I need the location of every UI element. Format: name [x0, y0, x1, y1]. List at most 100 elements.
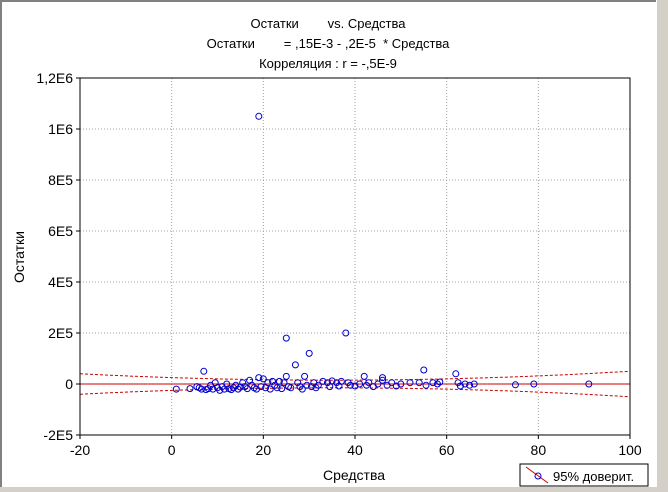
- data-point: [275, 377, 283, 385]
- data-point: [337, 377, 345, 385]
- x-tick-label: 0: [168, 442, 176, 458]
- data-point: [308, 383, 315, 391]
- data-point: [266, 385, 274, 393]
- data-point: [227, 386, 235, 394]
- data-point: [397, 380, 405, 388]
- y-tick-label: 2E5: [48, 325, 73, 341]
- data-point: [466, 381, 474, 389]
- data-point: [291, 361, 299, 369]
- data-point: [434, 380, 441, 388]
- title-line-1: Остатки vs. Средства: [251, 16, 407, 31]
- chart-titles: Остатки vs. Средства Остатки = ,15E-3 - …: [207, 16, 451, 71]
- data-point: [585, 380, 593, 388]
- data-point: [264, 379, 272, 387]
- data-point: [287, 384, 295, 392]
- legend: 95% доверит.: [519, 463, 649, 487]
- y-tick-label: 4E5: [48, 274, 73, 290]
- data-point: [319, 377, 327, 385]
- data-point: [305, 349, 313, 357]
- data-point: [530, 380, 538, 388]
- confidence-band-upper: [79, 370, 631, 381]
- data-point: [303, 381, 311, 389]
- y-axis-ticks: -2E5 0 2E5 4E5 6E5 8E5 1E6 1,2E6: [36, 70, 80, 443]
- confidence-band-lower: [79, 387, 631, 398]
- data-point: [379, 376, 386, 384]
- data-point: [324, 379, 331, 387]
- data-point: [298, 385, 306, 393]
- legend-label: 95% доверит.: [553, 469, 634, 484]
- data-point: [392, 382, 400, 390]
- data-point: [365, 379, 373, 387]
- data-point: [456, 382, 464, 390]
- data-point: [234, 385, 242, 393]
- data-point: [374, 380, 382, 388]
- data-point: [259, 375, 267, 383]
- data-point: [422, 381, 430, 389]
- data-point: [255, 112, 263, 120]
- data-point: [346, 381, 354, 389]
- data-point: [243, 385, 251, 393]
- y-tick-label: 8E5: [48, 172, 73, 188]
- title-line-3: Корреляция : r = -,5E-9: [259, 56, 397, 71]
- data-point: [273, 384, 281, 392]
- data-point: [282, 372, 290, 380]
- data-point: [278, 385, 286, 393]
- data-point: [360, 372, 368, 380]
- title-line-2: Остатки = ,15E-3 - ,2E-5 * Средства: [207, 36, 451, 51]
- data-point: [415, 379, 423, 387]
- x-axis-ticks: -20 0 20 40 60 80 100: [70, 435, 642, 458]
- scatter-chart: Остатки vs. Средства Остатки = ,15E-3 - …: [11, 16, 649, 487]
- x-tick-label: 60: [439, 442, 455, 458]
- data-points: [172, 112, 593, 394]
- data-point: [406, 379, 414, 387]
- data-point: [301, 372, 309, 380]
- data-point: [452, 370, 460, 378]
- data-point: [351, 382, 359, 390]
- data-point: [326, 383, 334, 391]
- data-point: [255, 374, 263, 382]
- x-axis-label: Средства: [323, 467, 385, 483]
- legend-line-sample: [525, 466, 549, 484]
- data-point: [186, 385, 194, 393]
- data-point: [342, 329, 350, 337]
- data-point: [280, 379, 288, 387]
- data-point: [239, 379, 247, 387]
- data-point: [209, 385, 217, 393]
- y-axis-label: Остатки: [11, 231, 27, 283]
- window-right-edge: [656, 0, 668, 487]
- data-point: [429, 379, 437, 387]
- y-tick-label: 1E6: [48, 121, 73, 137]
- data-point: [436, 378, 444, 386]
- legend-point-sample: [534, 472, 542, 480]
- data-point: [232, 381, 240, 389]
- grid-lines: [80, 78, 630, 435]
- legend-box: [519, 463, 649, 487]
- data-point: [198, 385, 205, 393]
- data-point: [241, 383, 249, 391]
- y-tick-label: 1,2E6: [36, 70, 73, 86]
- data-point: [314, 381, 322, 389]
- y-tick-label: -2E5: [43, 427, 73, 443]
- data-point: [172, 385, 180, 393]
- data-point: [282, 334, 290, 342]
- x-tick-label: 100: [618, 442, 642, 458]
- data-point: [420, 366, 428, 374]
- data-point: [356, 380, 364, 388]
- x-tick-label: 80: [531, 442, 547, 458]
- y-tick-label: 6E5: [48, 223, 73, 239]
- x-tick-label: -20: [70, 442, 90, 458]
- data-point: [461, 380, 469, 388]
- data-point: [294, 379, 302, 387]
- data-point: [379, 374, 386, 382]
- data-point: [388, 379, 396, 387]
- data-point: [269, 377, 276, 385]
- plot-window: Остатки vs. Средства Остатки = ,15E-3 - …: [0, 0, 656, 487]
- x-tick-label: 20: [256, 442, 272, 458]
- y-tick-label: 0: [65, 376, 73, 392]
- x-tick-label: 40: [347, 442, 363, 458]
- data-point: [511, 381, 519, 389]
- data-point: [257, 383, 265, 391]
- data-point: [216, 386, 224, 394]
- data-point: [470, 380, 478, 388]
- data-point: [200, 367, 208, 375]
